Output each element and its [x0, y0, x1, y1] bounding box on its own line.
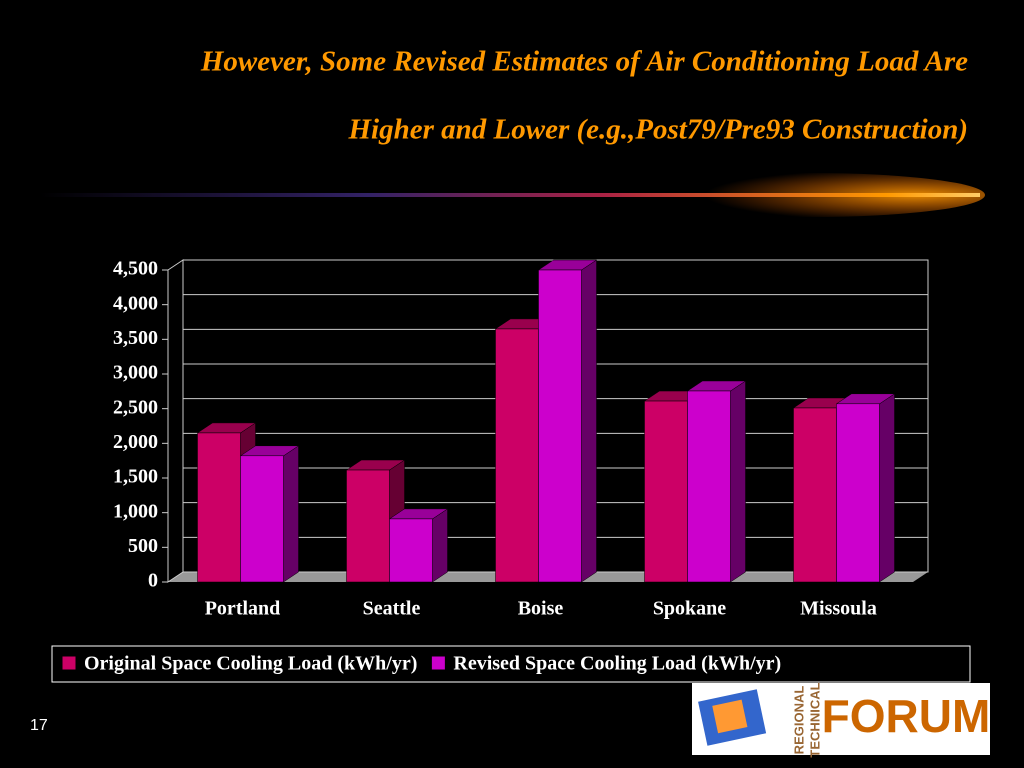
x-tick-label: Portland [205, 598, 281, 620]
bar-side [432, 508, 448, 583]
legend-label: Original Space Cooling Load (kWh/yr) [84, 653, 417, 675]
logo-icon [712, 699, 748, 734]
title-line: However, Some Revised Estimates of Air C… [200, 46, 968, 78]
legend-label: Revised Space Cooling Load (kWh/yr) [453, 653, 781, 675]
y-tick-label: 2,500 [113, 396, 158, 418]
y-tick-label: 3,500 [113, 327, 158, 349]
bar [495, 328, 539, 583]
y-tick-label: 2,000 [113, 431, 158, 453]
side-wall [167, 259, 184, 583]
bar [793, 407, 837, 583]
bar-side [581, 259, 597, 583]
logo: REGIONAL TECHNICAL FORUM [692, 682, 991, 758]
x-tick-label: Missoula [800, 598, 877, 620]
slide-number: 17 [30, 717, 48, 734]
bar [389, 518, 433, 583]
bar-side [879, 393, 895, 583]
bar [538, 269, 582, 583]
bar [687, 390, 731, 583]
y-tick-label: 1,500 [113, 466, 158, 488]
bar [644, 400, 688, 583]
bar [197, 432, 241, 583]
bar [836, 403, 880, 583]
logo-word: FORUM [822, 690, 991, 742]
x-tick-label: Seattle [363, 598, 421, 620]
y-tick-label: 4,500 [113, 258, 158, 280]
y-tick-label: 4,000 [113, 292, 158, 314]
legend [51, 645, 971, 683]
legend-swatch [61, 655, 77, 671]
y-tick-label: 3,000 [113, 362, 158, 384]
bar [240, 455, 284, 583]
bar-side [283, 445, 299, 583]
logo-text: TECHNICAL [807, 682, 822, 757]
legend-swatch [430, 655, 446, 671]
bar [346, 469, 390, 583]
bar-side [730, 380, 746, 583]
x-tick-label: Boise [518, 598, 564, 620]
decor-streak [40, 193, 980, 197]
x-tick-label: Spokane [653, 598, 726, 620]
logo-text: REGIONAL [791, 686, 806, 755]
y-tick-label: 1,000 [113, 500, 158, 522]
y-tick-label: 0 [148, 570, 158, 592]
y-tick-label: 500 [128, 535, 158, 557]
title-line: Higher and Lower (e.g.,Post79/Pre93 Cons… [347, 114, 968, 146]
